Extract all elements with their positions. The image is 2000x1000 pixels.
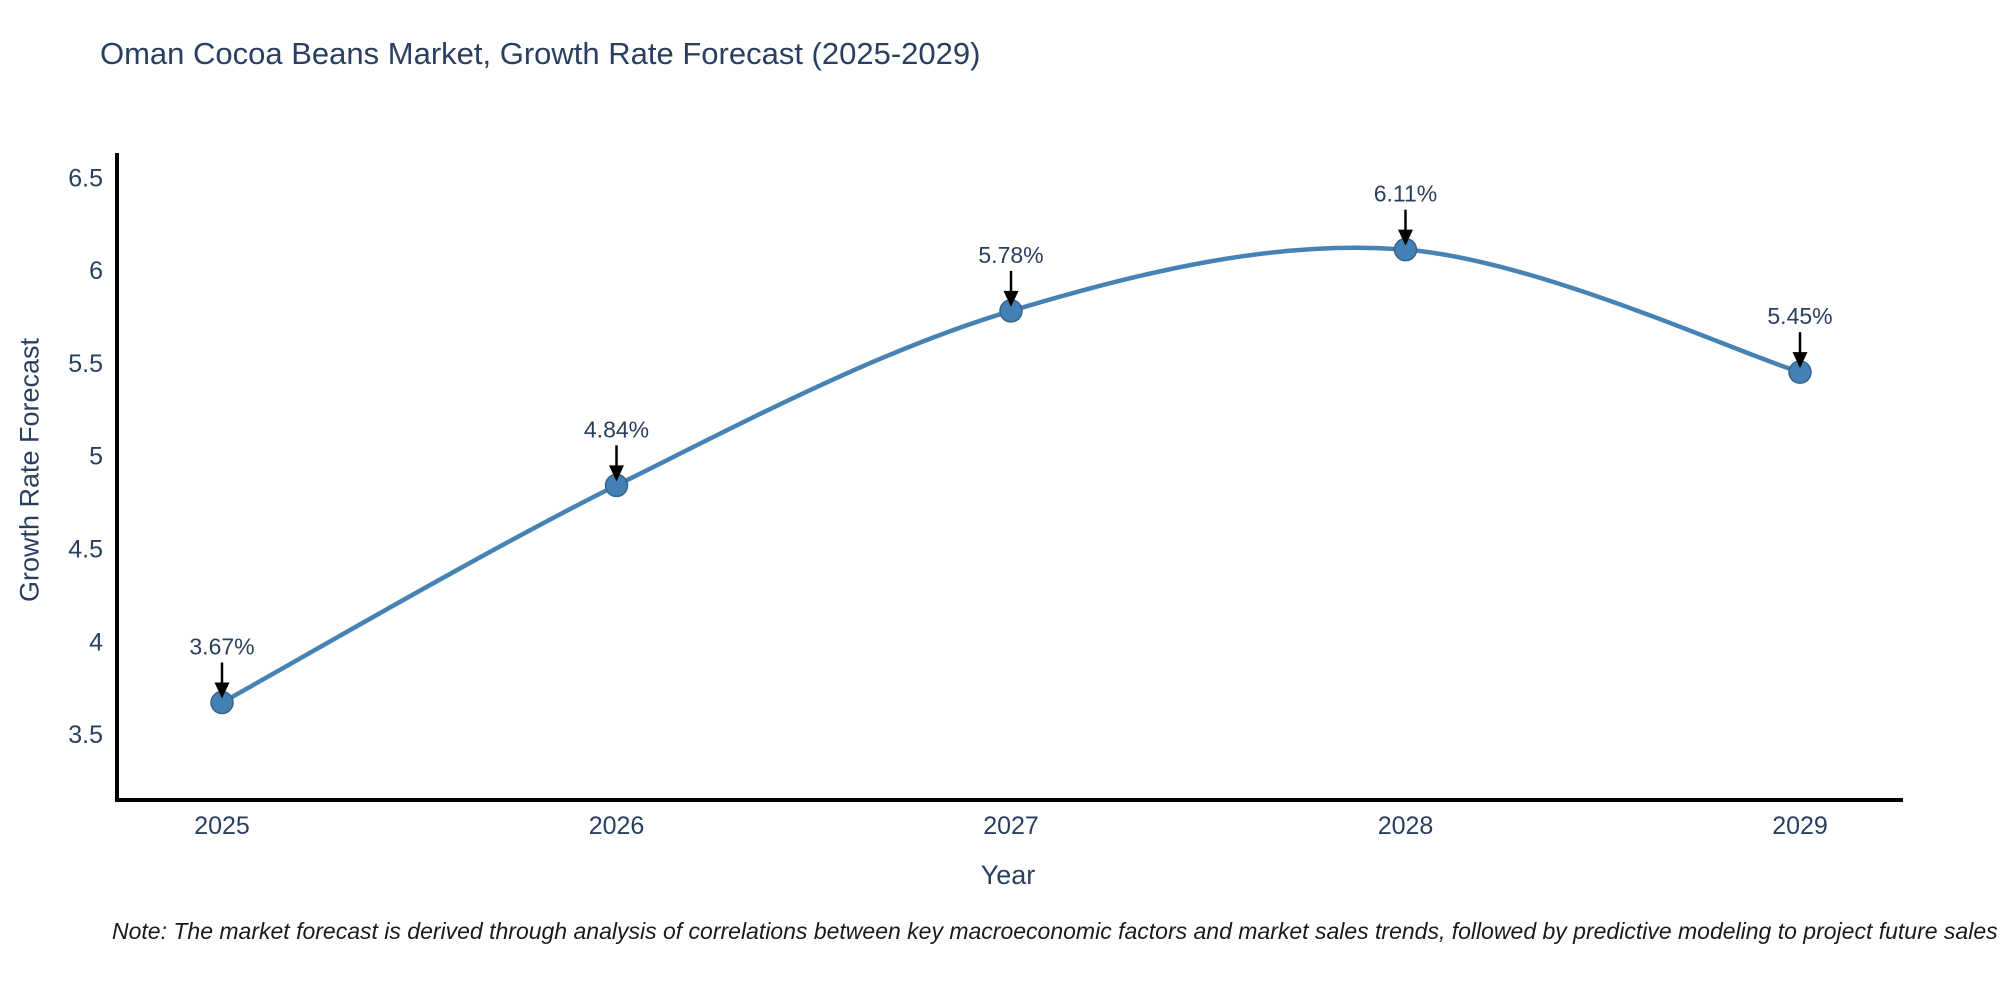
x-tick-label: 2026: [589, 812, 645, 840]
y-tick-label: 3.5: [68, 721, 103, 749]
footnote: Note: The market forecast is derived thr…: [112, 918, 1998, 944]
annotation-arrow-head: [1398, 229, 1413, 246]
x-tick-label: 2029: [1772, 812, 1828, 840]
x-tick-label: 2028: [1378, 812, 1434, 840]
y-tick-label: 4: [89, 628, 103, 656]
point-label: 5.78%: [978, 242, 1043, 268]
y-axis-title: Growth Rate Forecast: [14, 337, 45, 603]
y-tick-label: 6.5: [68, 164, 103, 192]
annotation-arrow-head: [1792, 352, 1808, 369]
annotation-arrow-head: [1003, 290, 1019, 307]
y-tick-label: 6: [89, 257, 103, 285]
y-tick-label: 5.5: [68, 350, 103, 378]
point-label: 4.84%: [584, 416, 649, 442]
point-label: 6.11%: [1374, 181, 1438, 207]
chart-title: Oman Cocoa Beans Market, Growth Rate For…: [100, 36, 981, 71]
y-tick-label: 5: [89, 443, 103, 471]
x-tick-label: 2027: [983, 812, 1039, 840]
x-axis-title: Year: [980, 860, 1036, 890]
annotation-arrow-head: [609, 465, 624, 482]
annotation-arrow-head: [214, 682, 230, 699]
point-label: 3.67%: [189, 634, 254, 660]
y-tick-label: 4.5: [68, 535, 103, 563]
point-label: 5.45%: [1767, 303, 1832, 329]
x-tick-label: 2025: [194, 812, 250, 840]
